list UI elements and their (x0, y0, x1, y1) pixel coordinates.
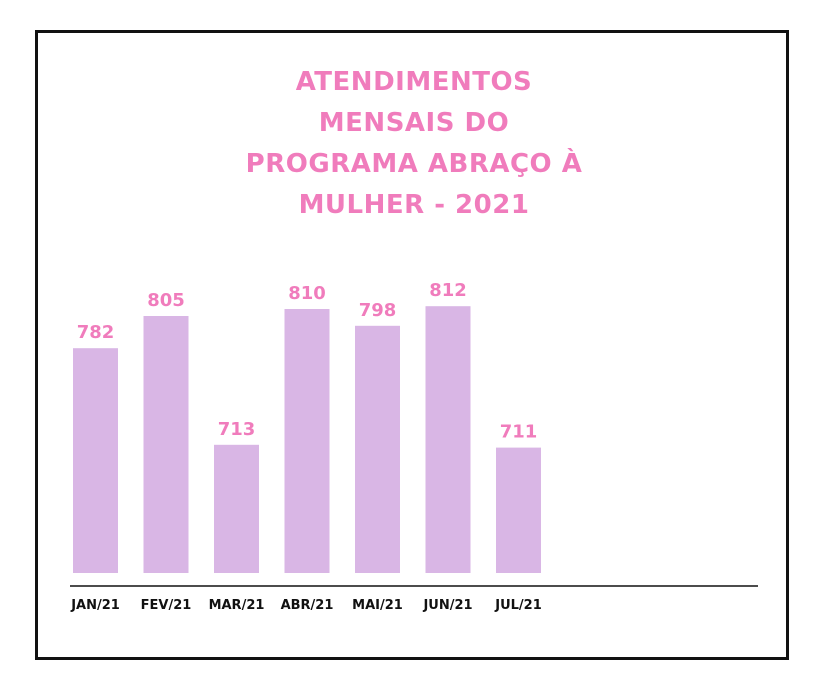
bar-fev-21 (143, 316, 189, 573)
bars-group (73, 306, 541, 573)
value-label-mai-21: 798 (359, 300, 397, 321)
bar-mai-21 (355, 325, 400, 573)
bar-jul-21 (496, 447, 541, 573)
tick-label-mai-21: MAI/21 (352, 598, 403, 613)
value-label-abr-21: 810 (288, 283, 326, 304)
tick-label-jun-21: JUN/21 (422, 598, 472, 613)
tick-label-mar-21: MAR/21 (209, 598, 265, 613)
chart-title-line-2: MENSAIS DO (318, 108, 510, 138)
bar-mar-21 (214, 444, 259, 573)
bar-jun-21 (425, 306, 471, 573)
tick-label-abr-21: ABR/21 (281, 598, 334, 613)
chart-title-line-3: PROGRAMA ABRAÇO À (245, 149, 583, 179)
value-labels-group: 782 805 713 810 798 812 711 (77, 280, 538, 442)
bar-jan-21 (73, 348, 118, 573)
value-label-jun-21: 812 (429, 280, 467, 301)
tick-labels-group: JAN/21 FEV/21 MAR/21 ABR/21 MAI/21 JUN/21 JUL/… (70, 598, 542, 613)
value-label-jul-21: 711 (500, 422, 538, 443)
chart-title: ATENDIMENTOS MENSAIS DO PROGRAMA ABRAÇO … (0, 62, 828, 226)
chart-title-line-1: ATENDIMENTOS (295, 67, 533, 97)
tick-label-jul-21: JUL/21 (494, 598, 542, 613)
value-label-jan-21: 782 (77, 322, 115, 343)
value-label-mar-21: 713 (218, 419, 256, 440)
tick-label-fev-21: FEV/21 (141, 598, 192, 613)
chart-title-line-4: MULHER - 2021 (298, 190, 530, 220)
value-label-fev-21: 805 (147, 290, 185, 311)
chart-frame (35, 30, 789, 660)
tick-label-jan-21: JAN/21 (70, 598, 120, 613)
bar-abr-21 (284, 309, 330, 573)
